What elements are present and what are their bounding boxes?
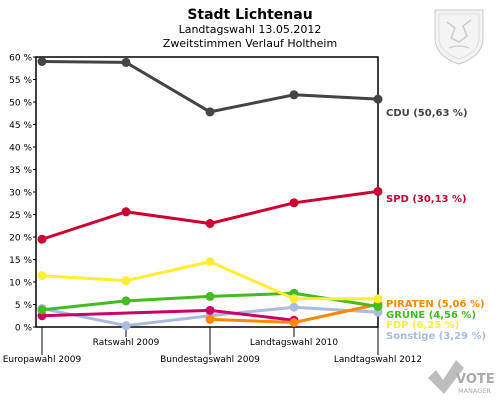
data-point: [205, 219, 215, 228]
chart-subtitle-2: Zweitstimmen Verlauf Holtheim: [163, 37, 337, 50]
y-tick-label: 40 %: [9, 144, 32, 154]
data-point: [205, 107, 215, 117]
x-tick-label: Bundestagswahl 2009: [160, 355, 260, 365]
chart-title: Stadt Lichtenau: [187, 7, 312, 23]
x-tick-label: Landtagswahl 2010: [250, 338, 339, 348]
data-point: [121, 207, 131, 217]
data-point: [121, 296, 131, 306]
vote-check-icon: [428, 360, 464, 394]
data-point: [37, 271, 47, 281]
data-point: [37, 57, 47, 66]
y-tick-label: 45 %: [9, 121, 32, 131]
data-point: [373, 301, 383, 311]
data-point: [373, 294, 383, 304]
series-labels: CDU (50,63 %) SPD (30,13 %) PIRATEN (5,06 …: [386, 108, 486, 342]
x-tick-label: Ratswahl 2009: [93, 338, 160, 348]
x-tick-label: Europawahl 2009: [3, 355, 82, 365]
y-tick-label: 55 %: [9, 76, 32, 86]
series-label: CDU (50,63 %): [386, 108, 468, 119]
series-label: FDP (6,25 %): [386, 320, 459, 331]
data-point: [373, 186, 383, 196]
y-axis: 0 % 5 % 10 % 15 % 20 % 25 % 30 % 35 % 40 % 45 % 50…: [9, 54, 36, 334]
y-tick-label: 35 %: [9, 166, 32, 176]
data-point: [373, 94, 383, 104]
x-tick-label: Landtagswahl 2012: [334, 355, 422, 365]
data-point: [205, 305, 215, 315]
x-axis: Europawahl 2009 Ratswahl 2009Bundestagswa…: [3, 327, 422, 365]
y-tick-label: 20 %: [9, 234, 32, 244]
y-tick-label: 0 %: [15, 324, 33, 334]
data-point: [37, 234, 47, 244]
series-label: SPD (30,13 %): [386, 194, 467, 205]
y-tick-label: 15 %: [9, 256, 32, 266]
y-tick-label: 30 %: [9, 189, 32, 199]
data-point: [289, 90, 299, 100]
series-label: PIRATEN (5,06 %): [386, 299, 485, 310]
data-point: [205, 314, 215, 324]
data-point: [121, 321, 131, 331]
logo-subtext: MANAGER: [458, 387, 491, 395]
plot-area: [35, 56, 379, 328]
y-tick-label: 5 %: [15, 301, 33, 311]
y-tick-label: 50 %: [9, 99, 32, 109]
votemanager-logo: VOTE MANAGER: [428, 360, 495, 395]
data-point: [205, 291, 215, 301]
data-point: [289, 302, 299, 312]
y-tick-label: 60 %: [9, 54, 32, 64]
data-point: [205, 257, 215, 267]
data-point: [121, 57, 131, 67]
data-point: [289, 198, 299, 208]
data-point: [289, 294, 299, 304]
logo-text: VOTE: [456, 372, 495, 387]
data-point: [121, 276, 131, 286]
y-tick-label: 25 %: [9, 211, 32, 221]
y-tick-label: 10 %: [9, 279, 32, 289]
series-label: GRÜNE (4,56 %): [386, 307, 476, 321]
data-point: [37, 305, 47, 315]
coat-of-arms-icon: [434, 9, 484, 65]
chart-subtitle: Landtagswahl 13.05.2012: [179, 23, 322, 36]
series-label: Sonstige (3,29 %): [386, 331, 486, 342]
series-layer: [37, 57, 383, 331]
data-point: [289, 318, 299, 327]
